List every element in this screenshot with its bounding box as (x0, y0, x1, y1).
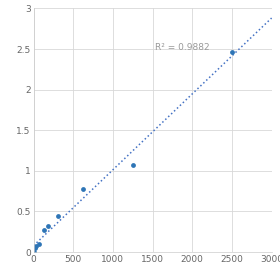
Text: R² = 0.9882: R² = 0.9882 (155, 43, 210, 52)
Point (36, 242, 41, 246)
Point (31, 250, 36, 254)
Point (130, 163, 135, 167)
Point (46, 224, 51, 228)
Point (34, 243, 38, 248)
Point (41, 228, 46, 232)
Point (230, 50, 234, 55)
Point (81, 187, 85, 192)
Point (32, 246, 37, 250)
Point (56, 214, 61, 218)
